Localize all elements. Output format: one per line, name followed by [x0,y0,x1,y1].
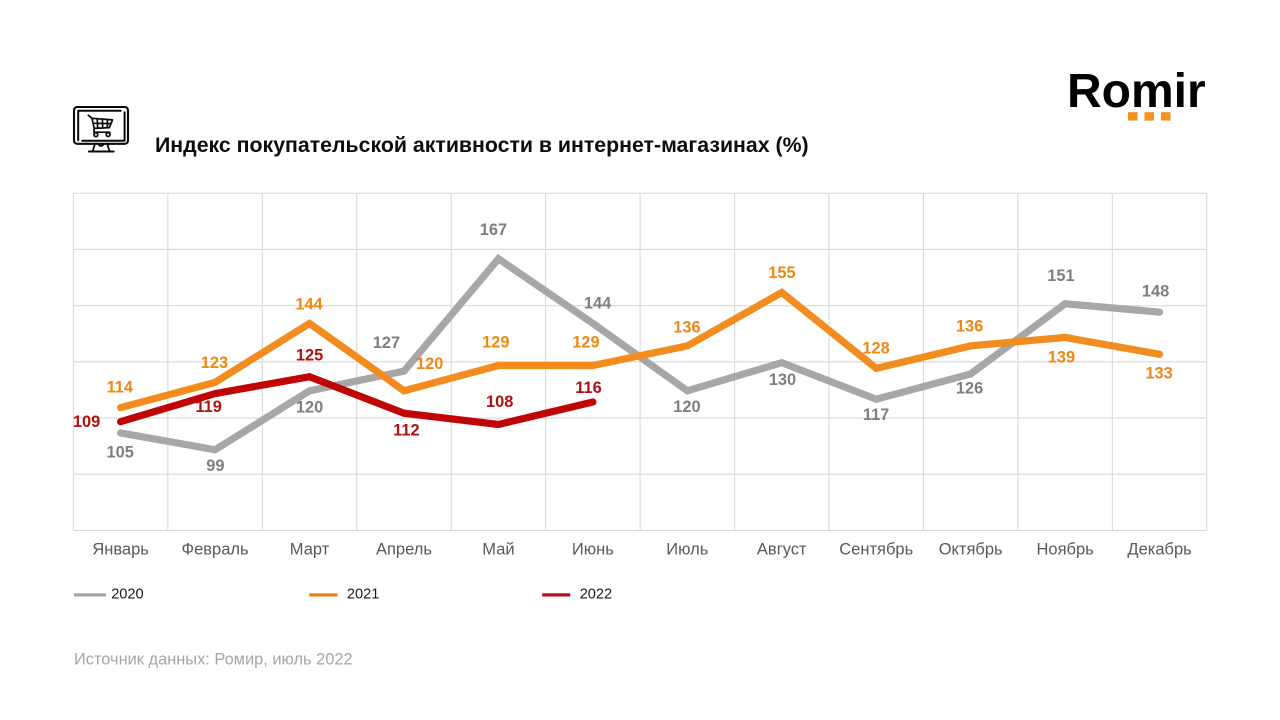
svg-text:116: 116 [575,379,601,397]
svg-text:Декабрь: Декабрь [1127,541,1191,559]
svg-text:Сентябрь: Сентябрь [839,541,913,559]
svg-text:109: 109 [73,413,100,431]
svg-text:117: 117 [863,406,889,424]
svg-text:105: 105 [107,444,134,462]
svg-text:136: 136 [673,319,700,337]
svg-text:2022: 2022 [580,586,612,602]
svg-text:129: 129 [482,334,509,352]
svg-text:114: 114 [107,378,134,396]
svg-text:Февраль: Февраль [182,541,249,559]
svg-text:Апрель: Апрель [376,541,432,559]
svg-text:Июль: Июль [666,541,708,559]
svg-text:120: 120 [416,355,443,373]
svg-text:120: 120 [673,398,700,416]
svg-text:Январь: Январь [92,541,149,559]
svg-text:Август: Август [757,541,807,559]
svg-text:127: 127 [373,334,400,352]
svg-text:2021: 2021 [347,586,379,602]
svg-text:108: 108 [486,393,513,411]
svg-text:144: 144 [584,294,612,312]
svg-text:Июнь: Июнь [572,541,614,559]
svg-text:Март: Март [290,541,330,559]
svg-text:155: 155 [768,264,795,282]
svg-text:167: 167 [480,221,507,239]
svg-text:123: 123 [201,354,228,372]
svg-text:151: 151 [1047,267,1074,285]
svg-text:144: 144 [295,296,323,314]
svg-text:119: 119 [195,398,221,416]
svg-text:Romir: Romir [1067,65,1206,118]
svg-text:133: 133 [1145,365,1172,383]
svg-text:120: 120 [296,398,323,416]
svg-text:112: 112 [393,422,419,440]
svg-text:136: 136 [956,318,983,336]
svg-text:130: 130 [769,371,796,389]
svg-text:Май: Май [482,541,514,559]
svg-text:139: 139 [1048,349,1075,367]
svg-text:126: 126 [956,380,983,398]
svg-text:Индекс покупательской активнос: Индекс покупательской активности в интер… [155,133,809,157]
svg-text:128: 128 [862,339,889,357]
svg-text:Ноябрь: Ноябрь [1036,541,1093,559]
svg-text:129: 129 [572,334,599,352]
svg-text:2020: 2020 [111,586,143,602]
svg-text:125: 125 [296,347,323,365]
svg-text:Октябрь: Октябрь [939,541,1003,559]
svg-text:99: 99 [206,457,224,475]
svg-text:Источник данных: Ромир, июль 2: Источник данных: Ромир, июль 2022 [74,651,353,669]
svg-text:148: 148 [1142,282,1169,300]
